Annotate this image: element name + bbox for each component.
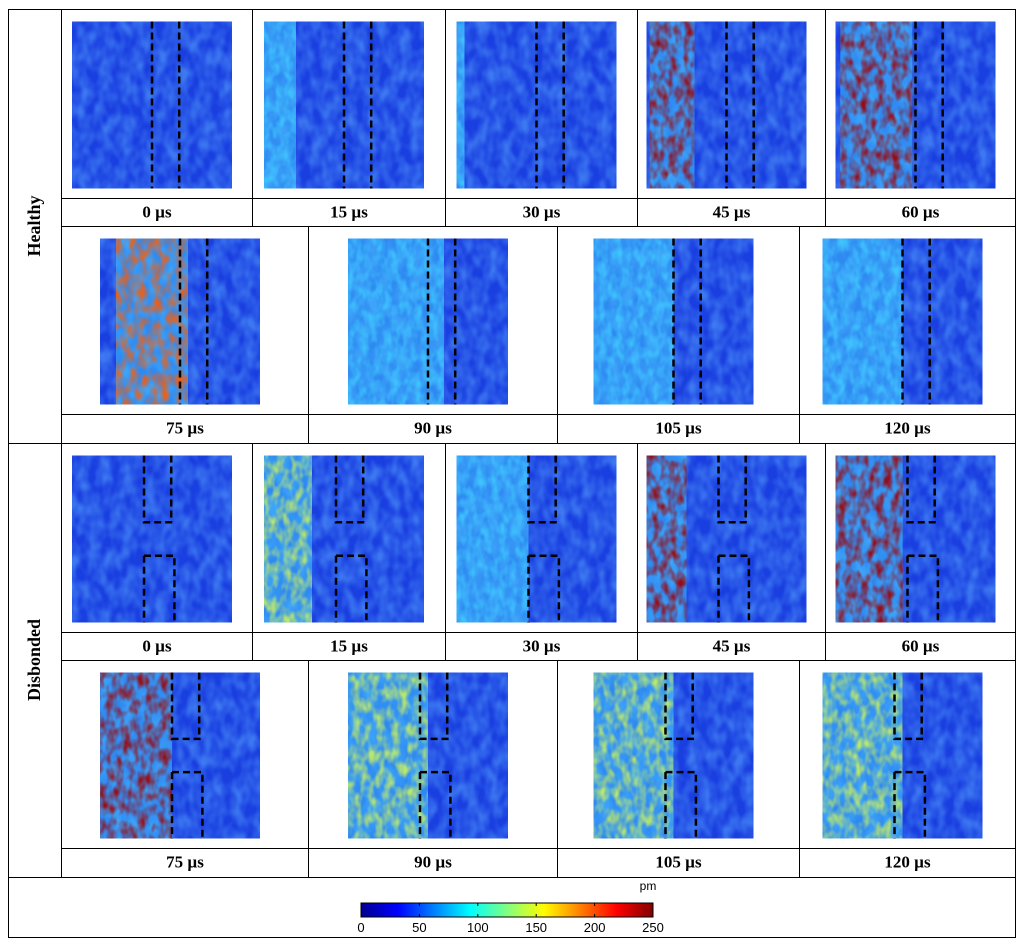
scan-image	[593, 672, 754, 839]
time-label: 60 µs	[902, 203, 940, 222]
colorbar: pm 0 50 100 150 200 250	[357, 879, 663, 935]
scan-image	[72, 455, 232, 623]
colorbar-tick-label: 250	[642, 920, 664, 935]
scan-image	[822, 672, 983, 839]
time-label: 60 µs	[902, 637, 940, 656]
panel: 60 µs	[825, 455, 1016, 656]
scan-image	[835, 455, 996, 623]
colorbar-tick-label: 50	[412, 920, 426, 935]
panel: 90 µs	[308, 238, 558, 438]
scan-image	[100, 238, 260, 405]
panel: 15 µs	[252, 21, 446, 222]
scan-image	[100, 672, 260, 839]
panel: 75 µs	[61, 672, 309, 872]
time-label: 120 µs	[884, 853, 931, 872]
panel: 0 µs	[61, 21, 253, 222]
time-label: 30 µs	[523, 637, 561, 656]
scan-image	[822, 238, 983, 405]
panel: 120 µs	[799, 238, 1016, 438]
panel: 60 µs	[825, 21, 1016, 222]
scan-image	[264, 455, 424, 623]
colorbar-unit: pm	[640, 879, 657, 893]
time-label: 105 µs	[655, 853, 702, 872]
panel-grid: 0 µs 15 µs 30 µs 45 µs 60 µs 75 µs 90 µs 105 µs…	[61, 9, 1016, 878]
scan-image	[72, 21, 232, 189]
panel: 90 µs	[308, 672, 558, 872]
scan-image	[456, 21, 617, 189]
scan-image	[593, 238, 754, 405]
scan-image	[835, 21, 996, 189]
panel: 75 µs	[61, 238, 309, 438]
time-label: 90 µs	[414, 853, 452, 872]
time-label: 45 µs	[713, 637, 751, 656]
time-label: 0 µs	[142, 637, 172, 656]
scan-image	[348, 672, 508, 839]
time-label: 90 µs	[414, 419, 452, 438]
scan-image	[348, 238, 508, 405]
scan-image	[646, 21, 807, 189]
panel: 105 µs	[557, 238, 800, 438]
group-label-disbonded: Disbonded	[24, 619, 44, 701]
panel: 30 µs	[445, 455, 638, 656]
time-label: 15 µs	[330, 637, 368, 656]
time-label: 105 µs	[655, 419, 702, 438]
time-label: 15 µs	[330, 203, 368, 222]
scan-image	[456, 455, 617, 623]
time-label: 75 µs	[166, 419, 204, 438]
panel: 15 µs	[252, 455, 446, 656]
time-label: 0 µs	[142, 203, 172, 222]
colorbar-tick-label: 0	[357, 920, 364, 935]
colorbar-tick-label: 100	[467, 920, 489, 935]
scan-image	[646, 455, 807, 623]
colorbar-tick-label: 200	[584, 920, 606, 935]
panel: 0 µs	[61, 455, 253, 656]
scan-image	[264, 21, 424, 189]
panel: 105 µs	[557, 672, 800, 872]
panel: 45 µs	[637, 455, 826, 656]
group-label-healthy: Healthy	[24, 196, 44, 257]
panel: 45 µs	[637, 21, 826, 222]
colorbar-bar	[360, 902, 654, 918]
time-label: 120 µs	[884, 419, 931, 438]
time-label: 75 µs	[166, 853, 204, 872]
panel: 30 µs	[445, 21, 638, 222]
colorbar-tick-label: 150	[525, 920, 547, 935]
time-label: 45 µs	[713, 203, 751, 222]
panel: 120 µs	[799, 672, 1016, 872]
time-label: 30 µs	[523, 203, 561, 222]
